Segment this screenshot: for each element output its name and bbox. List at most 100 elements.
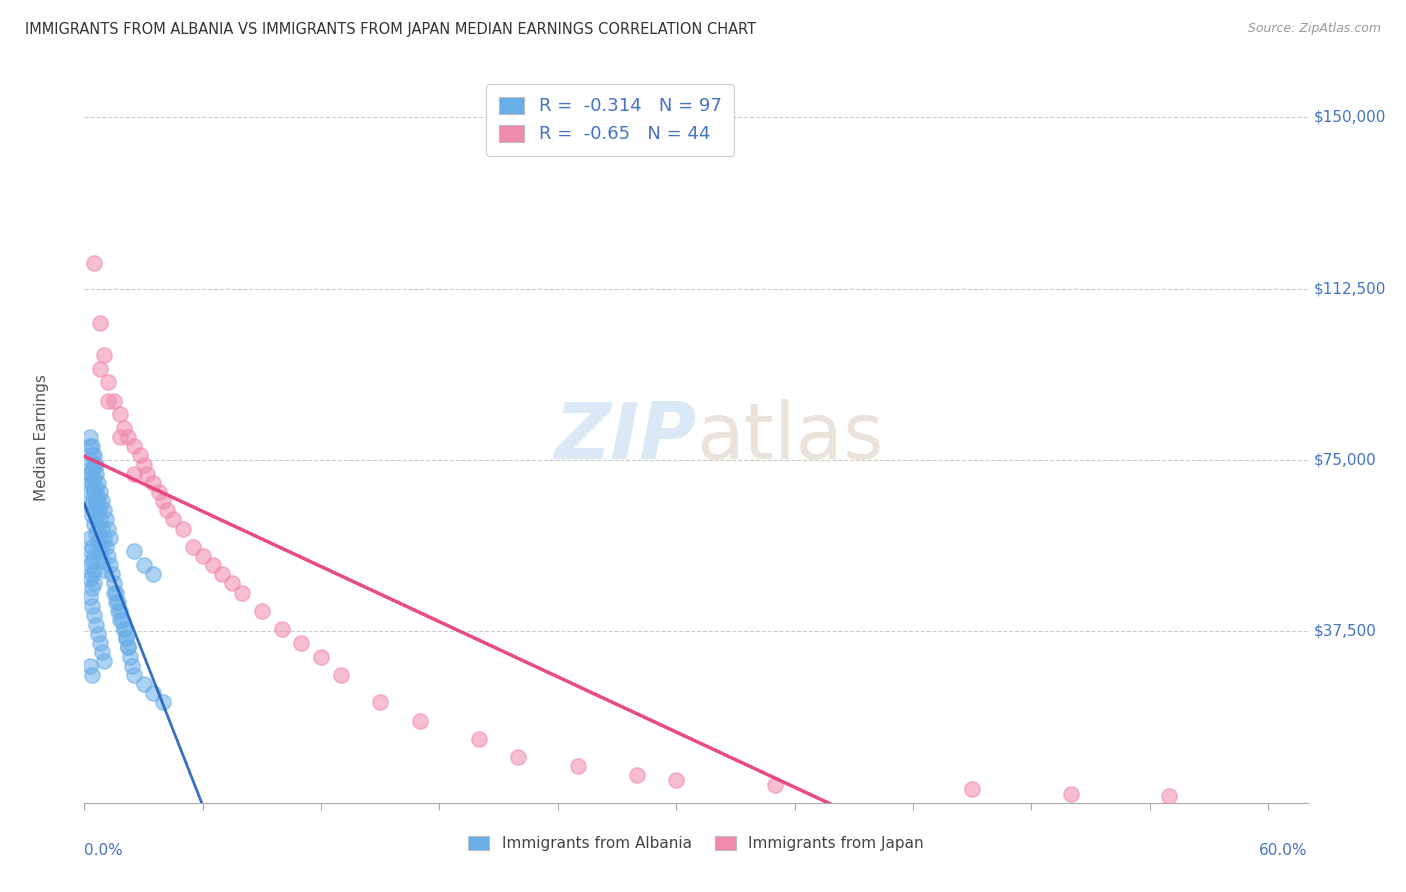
Point (108, 430, 131, 444)
Point (93, 654, 115, 668)
Point (79, 590, 101, 604)
Point (114, 632, 136, 646)
Point (91, 553, 114, 567)
Point (626, 768, 648, 782)
Point (94, 540, 117, 554)
Point (98, 531, 121, 545)
Point (960, 782, 983, 797)
Point (87, 475, 110, 490)
Text: $150,000: $150,000 (1313, 110, 1386, 125)
Point (83, 576, 105, 591)
Point (82, 508, 104, 522)
Point (79, 453, 101, 467)
Point (82, 540, 104, 554)
Point (83, 516, 105, 531)
Point (108, 407, 131, 421)
Point (79, 499, 101, 513)
Point (132, 558, 155, 573)
Point (221, 576, 243, 591)
Point (103, 393, 125, 408)
Point (83, 471, 105, 485)
Point (107, 604, 129, 618)
Point (84, 617, 107, 632)
Point (112, 622, 135, 636)
Point (84, 458, 107, 472)
Point (83, 448, 105, 462)
Point (122, 467, 145, 481)
Point (270, 622, 292, 636)
Point (201, 558, 224, 573)
Point (82, 599, 104, 614)
Point (79, 558, 101, 573)
Point (112, 421, 135, 435)
Point (152, 494, 174, 508)
Point (79, 484, 101, 499)
Point (290, 636, 312, 650)
Point (97, 375, 120, 389)
Point (79, 467, 101, 481)
Point (211, 567, 233, 582)
Point (93, 348, 115, 362)
Point (97, 393, 120, 408)
Point (152, 695, 174, 709)
Point (89, 499, 111, 513)
Point (121, 658, 143, 673)
Point (132, 458, 155, 472)
Point (83, 484, 105, 499)
Text: 0.0%: 0.0% (84, 843, 124, 858)
Point (79, 544, 101, 558)
Point (142, 686, 165, 700)
Point (103, 585, 125, 599)
Point (84, 467, 107, 481)
Point (82, 494, 104, 508)
Point (122, 439, 145, 453)
Point (136, 467, 159, 481)
Point (231, 585, 253, 599)
Point (79, 531, 101, 545)
Point (181, 540, 204, 554)
Point (142, 475, 165, 490)
Point (87, 535, 110, 549)
Point (82, 667, 104, 681)
Point (103, 576, 125, 591)
Point (567, 759, 589, 773)
Point (79, 658, 101, 673)
Point (101, 567, 124, 582)
Point (309, 649, 332, 664)
Point (84, 480, 107, 494)
Point (409, 714, 432, 728)
Point (79, 430, 101, 444)
Point (83, 563, 105, 577)
Point (250, 604, 273, 618)
Point (89, 531, 111, 545)
Point (82, 475, 104, 490)
Point (108, 604, 131, 618)
Point (82, 553, 104, 567)
Point (98, 558, 121, 573)
Point (82, 462, 104, 476)
Point (117, 640, 139, 655)
Point (89, 316, 111, 330)
Point (91, 521, 114, 535)
Point (87, 521, 110, 535)
Point (763, 778, 786, 792)
Point (83, 503, 105, 517)
Text: IMMIGRANTS FROM ALBANIA VS IMMIGRANTS FROM JAPAN MEDIAN EARNINGS CORRELATION CHA: IMMIGRANTS FROM ALBANIA VS IMMIGRANTS FR… (25, 22, 756, 37)
Text: ZIP: ZIP (554, 399, 696, 475)
Point (91, 494, 114, 508)
Point (79, 439, 101, 453)
Text: 60.0%: 60.0% (1260, 843, 1308, 858)
Point (89, 512, 111, 526)
Text: $37,500: $37,500 (1313, 624, 1376, 639)
Point (142, 567, 165, 582)
Point (87, 503, 110, 517)
Point (82, 567, 104, 582)
Point (122, 667, 145, 681)
Point (114, 632, 136, 646)
Point (89, 544, 111, 558)
Point (156, 503, 179, 517)
Point (368, 695, 391, 709)
Point (84, 494, 107, 508)
Point (112, 622, 135, 636)
Point (104, 594, 127, 608)
